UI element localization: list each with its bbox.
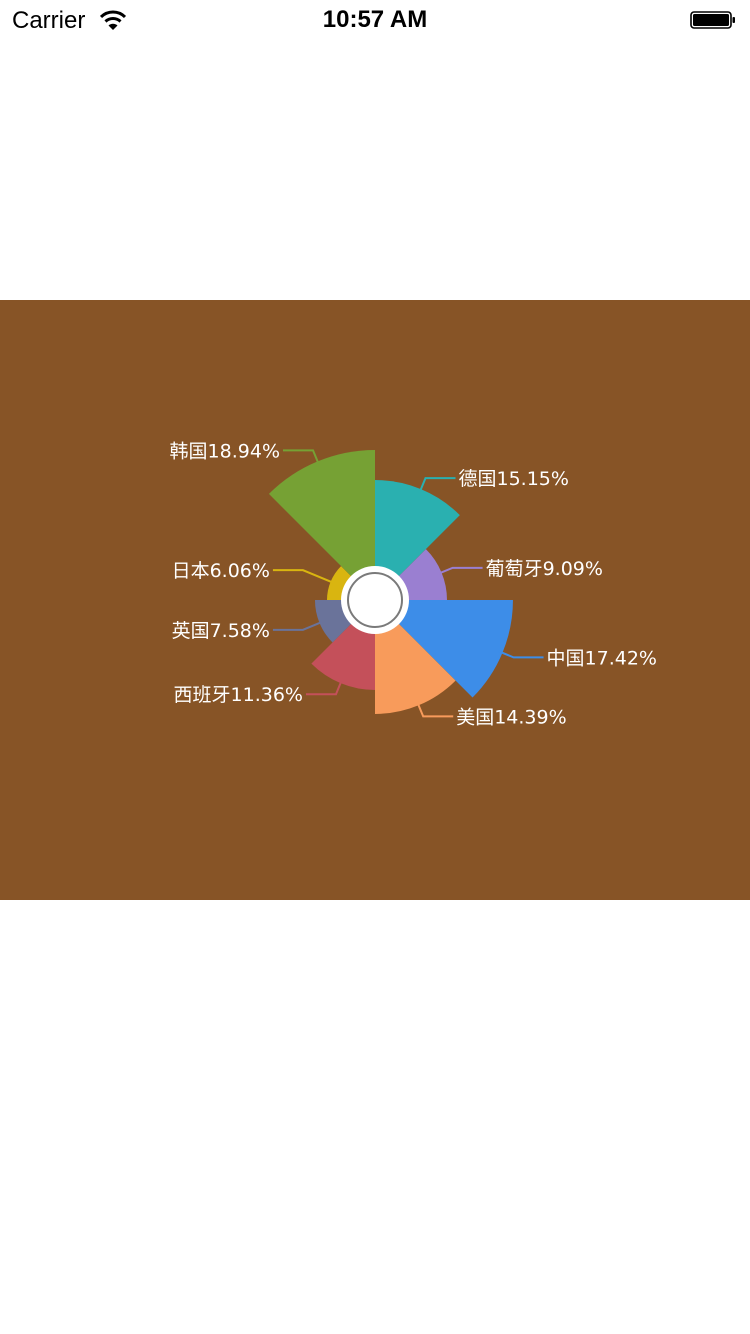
leader-line — [437, 566, 483, 575]
slice-label: 中国17.42% — [547, 647, 657, 669]
slice-label: 日本6.06% — [172, 560, 270, 582]
rose-slice[interactable] — [375, 480, 460, 600]
leader-line — [305, 679, 344, 696]
leader-line — [272, 620, 324, 631]
leader-line — [416, 701, 454, 718]
slice-label: 西班牙11.36% — [174, 684, 303, 706]
rose-slice[interactable] — [375, 600, 456, 714]
leader-line — [283, 449, 321, 466]
center-hole — [341, 566, 409, 634]
wifi-icon — [100, 10, 126, 30]
slice-label: 美国14.39% — [456, 706, 566, 728]
slice-label: 韩国18.94% — [170, 440, 280, 462]
chart-panel: 德国15.15% 葡萄牙9.09% 中国17.42% 美国14.39% 西班牙11.36… — [0, 300, 750, 900]
slice-label: 德国15.15% — [459, 468, 569, 490]
leader-line — [272, 569, 335, 585]
clock: 10:57 AM — [322, 6, 428, 33]
battery-icon — [690, 11, 735, 29]
rose-slice[interactable] — [375, 600, 513, 698]
status-bar: Carrier 10:57 AM — [0, 0, 750, 40]
center-ring — [347, 572, 403, 628]
leader-line — [418, 477, 456, 494]
leader-line — [498, 650, 544, 659]
carrier-label: Carrier — [12, 7, 86, 34]
slice-label: 葡萄牙9.09% — [486, 558, 603, 580]
rose-chart: 德国15.15% 葡萄牙9.09% 中国17.42% 美国14.39% 西班牙11.36… — [0, 300, 750, 900]
rose-slice[interactable] — [268, 450, 375, 600]
slice-label: 英国7.58% — [172, 620, 270, 642]
